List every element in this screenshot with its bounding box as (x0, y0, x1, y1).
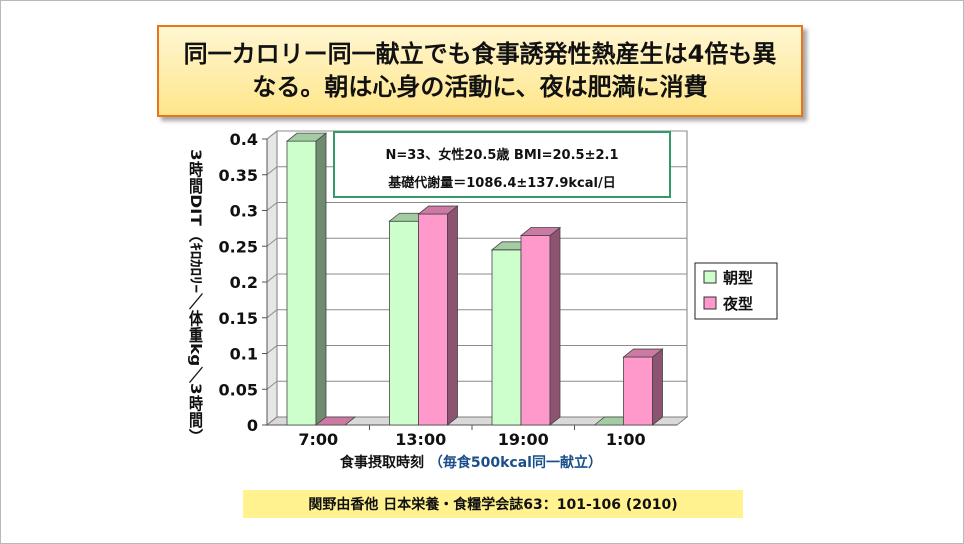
info-box (333, 131, 671, 198)
y-tick-label: 0.4 (230, 130, 258, 149)
y-tick-label: 0.05 (219, 380, 258, 399)
bar-night-1 (417, 205, 459, 426)
bar-chart: 0 0.05 0.1 0.15 0.2 0.25 0.3 0.35 0.4 7:00 13:00 1… (187, 129, 778, 471)
y-tick-label: 0.35 (219, 166, 258, 185)
legend-label-night: 夜型 (722, 295, 753, 313)
x-tick-label: 19:00 (498, 430, 549, 449)
title-line-1: 同一カロリー同一献立でも食事誘発性熱産生は4倍も異 (183, 40, 777, 68)
gridline (266, 202, 687, 211)
y-tick-label: 0.2 (230, 273, 258, 292)
bar-night-2 (519, 226, 562, 426)
citation-box: 関野由香他 日本栄養・食糧学会誌63：101-106 (2010) (243, 490, 743, 518)
bar-night-3 (622, 348, 664, 426)
y-axis-label: 3時間DIT（ｷﾛｶﾛﾘｰ／体重kg／3時間） (187, 149, 204, 445)
y-tick-label: 0.15 (219, 309, 258, 328)
bar-morning-0 (285, 132, 328, 426)
x-axis-label: 食事摂取時刻 （毎食500kcal同一献立） (340, 454, 602, 471)
bar-night-0 (314, 416, 357, 426)
info-line-1: N=33、女性20.5歳 BMI=20.5±2.1 (385, 147, 618, 163)
x-tick-label: 1:00 (606, 430, 646, 449)
legend-swatch-night (703, 296, 717, 310)
title-line-2: なる。朝は心身の活動に、夜は肥満に消費 (252, 73, 708, 101)
y-tick-label: 0.1 (230, 345, 258, 364)
legend-label-morning: 朝型 (723, 269, 753, 287)
info-line-2: 基礎代謝量＝1086.4±137.9kcal/日 (387, 175, 616, 191)
title-box: 同一カロリー同一献立でも食事誘発性熱産生は4倍も異 なる。朝は心身の活動に、夜は… (157, 25, 803, 117)
x-tick-label: 13:00 (395, 430, 446, 449)
legend-swatch-morning (703, 270, 717, 284)
x-tick-label: 7:00 (298, 430, 338, 449)
x-axis-label-main: 食事摂取時刻 (340, 454, 424, 471)
x-axis-label-note: （毎食500kcal同一献立） (429, 454, 602, 471)
y-tick-label: 0.3 (230, 202, 258, 221)
y-tick-label: 0 (247, 416, 258, 435)
y-tick-label: 0.25 (219, 237, 258, 256)
